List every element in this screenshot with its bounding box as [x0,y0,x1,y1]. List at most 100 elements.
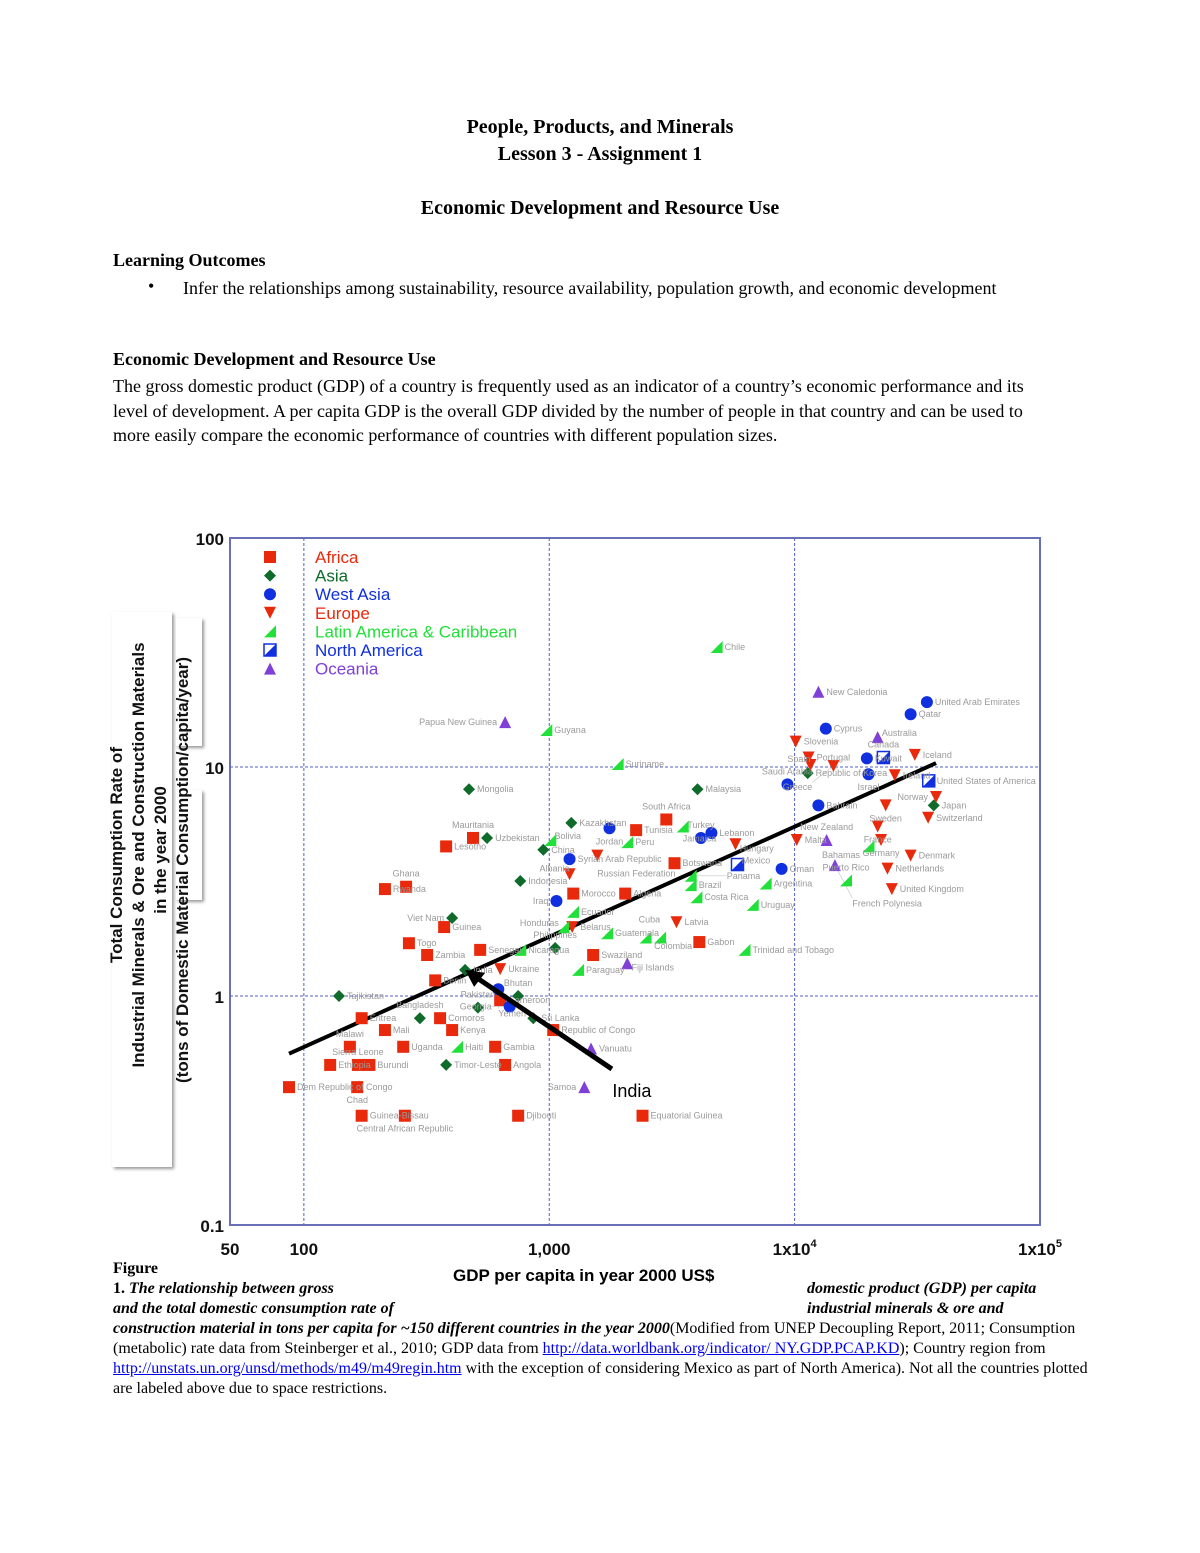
point-label: Vanuatu [599,1044,632,1054]
y-tick-label: 1 [215,988,224,1007]
triangle-down-marker [670,916,683,929]
worldbank-link[interactable]: http://data.worldbank.org/indicator/ NY.… [542,1340,900,1357]
caption-part5: construction material in tons per capita… [113,1320,670,1337]
triangle-down-marker [881,862,894,875]
caption-part3: and the total domestic consumption rate … [113,1300,394,1317]
circle-marker [775,862,788,875]
point-label: Ecuador [581,907,615,917]
point-label: Djibouti [526,1111,556,1121]
plot-frame [229,537,1041,1226]
diamond-marker [927,799,940,812]
point-label: United Arab Emirates [935,697,1021,707]
square-marker [636,1109,649,1122]
point-label: Ukraine [508,964,539,974]
point-label: Uzbekistan [495,833,540,843]
circle-marker [603,822,616,835]
x-tick-label: 1x105 [1018,1238,1062,1259]
course-title: People, Products, and Minerals [466,116,734,138]
right-triangle-marker [676,820,689,833]
y-axis-label-line: Total Consumption Rate of [107,747,126,963]
point-label: Samoa [548,1082,577,1092]
triangle-up-marker [621,957,634,970]
right-triangle-marker [567,905,580,918]
diamond-marker [463,783,476,796]
right-triangle-marker [746,898,759,911]
point-label: South Africa [642,802,691,812]
point-label: Mongolia [477,784,514,794]
square-marker [355,1109,368,1122]
point-label: Republic of Korea [816,768,888,778]
right-triangle-marker [572,963,585,976]
legend-entry: Latin America & Caribbean [315,622,517,641]
point-label: Botswana [683,858,723,868]
point-label: Suriname [626,759,665,769]
right-triangle-marker [690,891,703,904]
square-marker [660,813,673,826]
square-marker [630,824,643,837]
point-label: Norway [898,792,929,802]
point-label: Lesotho [454,841,486,851]
right-triangle-marker [540,724,553,737]
triangle-down-marker [591,849,604,862]
triangle-down-marker [904,849,917,862]
caption-text: (Modified from UNEP Decoupling Report, 2… [113,1320,1076,1357]
triangle-up-marker [264,662,276,675]
diamond-marker [332,990,345,1002]
legend-entry: Asia [315,567,349,586]
triangle-down-marker [494,963,507,976]
section-paragraph: The gross domestic product (GDP) of a co… [113,376,1024,446]
point-label: Indonesia [528,876,567,886]
arrowhead-icon [465,969,486,987]
y-axis-label-line: (tons of Domestic Material Consumption/c… [173,657,192,1083]
point-label: Pakistan [461,990,496,1000]
diamond-marker [512,990,525,1002]
y-axis-label: Total Consumption Rate of Industrial Mine… [107,642,192,1083]
point-label: Honduras [520,918,560,928]
point-label: Ghana [393,869,420,879]
square-marker [619,887,632,900]
square-marker [499,1058,512,1071]
y-tick-label: 10 [205,759,224,778]
point-label: Australia [882,728,917,738]
point-label: Bahamas [822,850,861,860]
point-label: Puerto Rico [823,862,870,872]
point-label: Bhutan [504,978,533,988]
point-label: United Kingdom [900,884,964,894]
triangle-down-marker [789,735,802,748]
diamond-marker [264,569,276,582]
point-label: Timor-Leste [454,1060,502,1070]
point-label: Uganda [411,1042,443,1052]
square-marker [434,1012,447,1025]
point-label: Argentina [774,879,813,889]
legend-entry: Oceania [315,660,379,679]
learning-outcomes-heading: Learning Outcomes [113,250,266,270]
section-heading: Economic Development and Resource Use [113,349,436,369]
point-label: Cuba [639,915,661,925]
point-label: China [551,845,575,855]
unstats-link[interactable]: http://unstats.un.org/unsd/methods/m49/m… [113,1360,462,1377]
triangle-down-marker [908,748,921,761]
caption-number: 1. [113,1280,125,1297]
x-tick-label: 1,000 [528,1240,571,1259]
square-marker [351,1058,364,1071]
point-label: Sierra Leone [332,1047,384,1057]
square-marker [283,1081,296,1094]
point-label: Guyana [554,725,586,735]
annotation: India [465,969,652,1101]
right-triangle-marker [654,931,667,944]
lesson-title: Lesson 3 - Assignment 1 [497,143,703,165]
point-label: Malaysia [706,784,742,794]
point-label: Malta [805,835,827,845]
square-marker [397,1040,410,1053]
legend-entry: North America [315,641,423,660]
triangle-down-marker [729,838,742,851]
right-triangle-marker [601,927,614,940]
point-label: Burundi [377,1060,408,1070]
point-label: Georgia [460,1002,492,1012]
point-label: Nicaragua [528,945,569,955]
caption-part1: The relationship between gross [129,1280,334,1297]
right-triangle-marker [759,877,772,890]
right-triangle-marker [684,879,697,892]
right-triangle-marker [710,641,723,654]
square-marker [512,1109,525,1122]
